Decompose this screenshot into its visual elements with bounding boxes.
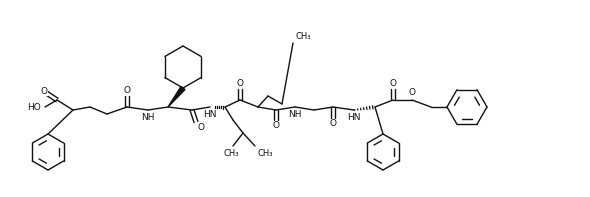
Text: O: O: [408, 88, 415, 97]
Text: CH₃: CH₃: [295, 32, 310, 41]
Text: CH₃: CH₃: [223, 149, 239, 158]
Polygon shape: [168, 86, 185, 107]
Text: HN: HN: [203, 110, 217, 119]
Text: O: O: [123, 86, 130, 95]
Text: HO: HO: [27, 102, 41, 112]
Text: O: O: [389, 79, 396, 88]
Text: CH₃: CH₃: [257, 149, 273, 158]
Text: O: O: [198, 123, 205, 132]
Text: O: O: [41, 86, 48, 96]
Text: NH: NH: [141, 113, 155, 122]
Text: HN: HN: [348, 113, 360, 122]
Text: O: O: [273, 121, 280, 130]
Text: O: O: [329, 119, 336, 128]
Text: NH: NH: [289, 110, 301, 119]
Text: O: O: [237, 79, 244, 88]
